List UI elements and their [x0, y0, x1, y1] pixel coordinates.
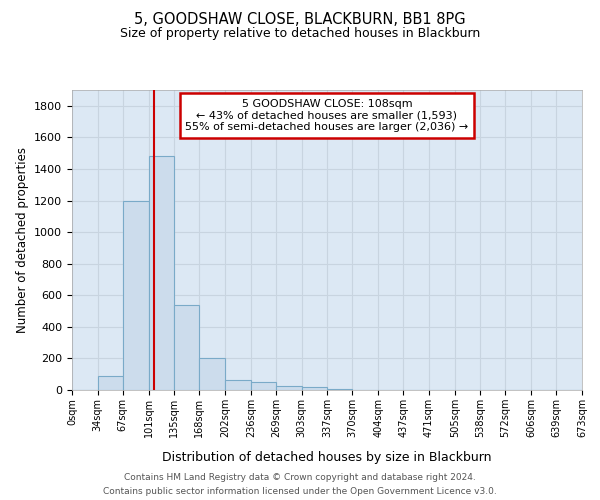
Bar	[123, 200, 149, 390]
Text: Contains public sector information licensed under the Open Government Licence v3: Contains public sector information licen…	[103, 488, 497, 496]
Text: Contains HM Land Registry data © Crown copyright and database right 2024.: Contains HM Land Registry data © Crown c…	[124, 472, 476, 482]
Bar	[225, 380, 251, 390]
Bar	[98, 376, 123, 390]
Text: 5, GOODSHAW CLOSE, BLACKBURN, BB1 8PG: 5, GOODSHAW CLOSE, BLACKBURN, BB1 8PG	[134, 12, 466, 28]
Y-axis label: Number of detached properties: Number of detached properties	[16, 147, 29, 333]
Bar	[149, 156, 175, 390]
Bar	[276, 386, 302, 390]
Text: 5 GOODSHAW CLOSE: 108sqm
← 43% of detached houses are smaller (1,593)
55% of sem: 5 GOODSHAW CLOSE: 108sqm ← 43% of detach…	[185, 99, 469, 132]
Bar	[302, 387, 328, 390]
Bar	[328, 389, 352, 390]
Bar	[251, 382, 276, 390]
Text: Size of property relative to detached houses in Blackburn: Size of property relative to detached ho…	[120, 28, 480, 40]
Bar	[175, 304, 199, 390]
X-axis label: Distribution of detached houses by size in Blackburn: Distribution of detached houses by size …	[162, 451, 492, 464]
Bar	[199, 358, 225, 390]
